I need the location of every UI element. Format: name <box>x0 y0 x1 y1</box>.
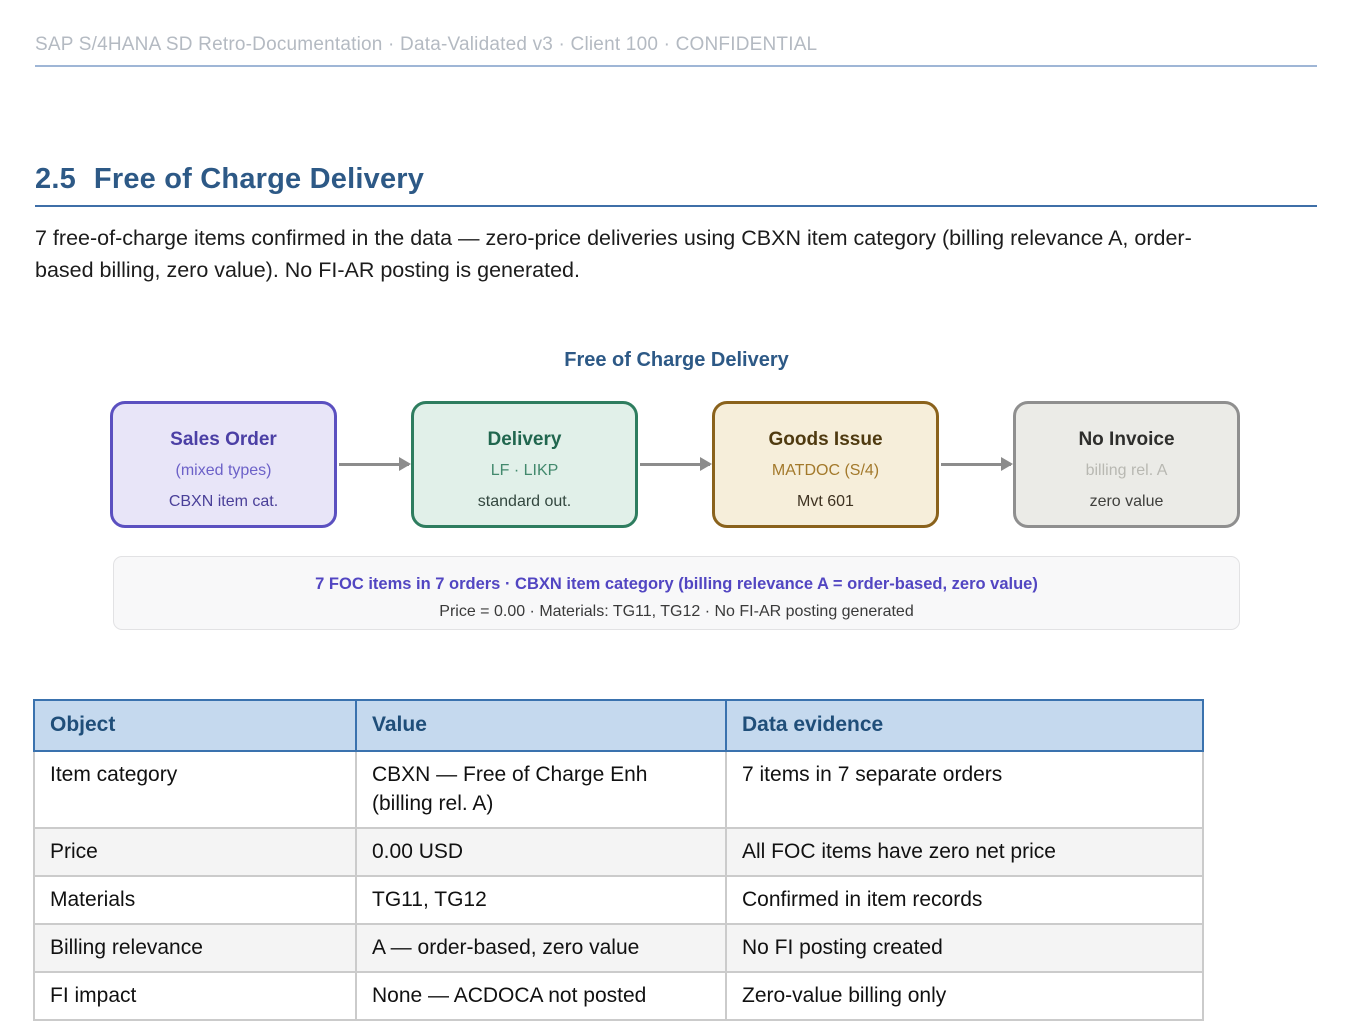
section-title: Free of Charge Delivery <box>93 163 425 195</box>
flow-node-title: Sales Order <box>170 429 277 450</box>
column-header-object: Object <box>33 699 357 752</box>
flow-node-sales-order: Sales Order (mixed types) CBXN item cat. <box>110 401 337 528</box>
flow-node-subtitle: billing rel. A <box>1085 462 1168 479</box>
cell-object: Item category <box>33 750 357 829</box>
flow-node-goods-issue: Goods Issue MATDOC (S/4) Mvt 601 <box>712 401 939 528</box>
cell-value: CBXN — Free of Charge Enh (billing rel. … <box>355 750 727 829</box>
table-row: Billing relevance A — order-based, zero … <box>33 923 1204 973</box>
cell-value: TG11, TG12 <box>355 875 727 925</box>
flow-node-detail: Mvt 601 <box>797 493 854 510</box>
flow-node-detail: standard out. <box>477 493 572 510</box>
column-header-value: Value <box>355 699 727 752</box>
flow-node-title: No Invoice <box>1078 429 1175 450</box>
table-row: Price 0.00 USD All FOC items have zero n… <box>33 827 1204 877</box>
diagram-title: Free of Charge Delivery <box>564 349 789 371</box>
section-number: 2.5 <box>35 163 76 195</box>
flow-arrow-icon <box>339 457 411 471</box>
cell-object: FI impact <box>33 971 357 1021</box>
table-header-row: Object Value Data evidence <box>33 699 1204 752</box>
flow-node-delivery: Delivery LF · LIKP standard out. <box>411 401 638 528</box>
running-header-text: SAP S/4HANA SD Retro-Documentation · Dat… <box>35 34 818 55</box>
flow-node-detail: zero value <box>1089 493 1164 510</box>
running-header: SAP S/4HANA SD Retro-Documentation · Dat… <box>35 34 1317 67</box>
cell-object: Price <box>33 827 357 877</box>
flow-node-detail: CBXN item cat. <box>168 493 279 510</box>
flow-node-subtitle: MATDOC (S/4) <box>771 462 880 479</box>
flow-node-no-invoice: No Invoice billing rel. A zero value <box>1013 401 1240 528</box>
evidence-table: Object Value Data evidence Item category… <box>33 699 1204 1021</box>
cell-evidence: All FOC items have zero net price <box>725 827 1204 877</box>
flow-node-title: Goods Issue <box>768 429 883 450</box>
diagram-note-box: 7 FOC items in 7 orders · CBXN item cate… <box>113 556 1240 630</box>
section-intro-paragraph: 7 free-of-charge items confirmed in the … <box>35 226 1192 282</box>
flow-arrow-icon <box>640 457 712 471</box>
cell-value: A — order-based, zero value <box>355 923 727 973</box>
cell-evidence: Confirmed in item records <box>725 875 1204 925</box>
diagram-note-summary: 7 FOC items in 7 orders · CBXN item cate… <box>315 575 1038 593</box>
flow-node-subtitle: (mixed types) <box>175 462 272 479</box>
cell-value: None — ACDOCA not posted <box>355 971 727 1021</box>
cell-evidence: Zero-value billing only <box>725 971 1204 1021</box>
flow-node-title: Delivery <box>487 429 562 450</box>
cell-value: 0.00 USD <box>355 827 727 877</box>
section-heading: 2.5 Free of Charge Delivery <box>35 163 1317 207</box>
process-flow-diagram: Sales Order (mixed types) CBXN item cat.… <box>110 401 1240 528</box>
cell-object: Billing relevance <box>33 923 357 973</box>
cell-evidence: 7 items in 7 separate orders <box>725 750 1204 829</box>
table-row: FI impact None — ACDOCA not posted Zero-… <box>33 971 1204 1021</box>
cell-evidence: No FI posting created <box>725 923 1204 973</box>
flow-arrow-icon <box>941 457 1013 471</box>
table-row: Item category CBXN — Free of Charge Enh … <box>33 750 1204 829</box>
column-header-data-evidence: Data evidence <box>725 699 1204 752</box>
flow-node-subtitle: LF · LIKP <box>490 462 559 479</box>
diagram-note-detail: Price = 0.00 · Materials: TG11, TG12 · N… <box>439 603 914 620</box>
table-row: Materials TG11, TG12 Confirmed in item r… <box>33 875 1204 925</box>
cell-object: Materials <box>33 875 357 925</box>
